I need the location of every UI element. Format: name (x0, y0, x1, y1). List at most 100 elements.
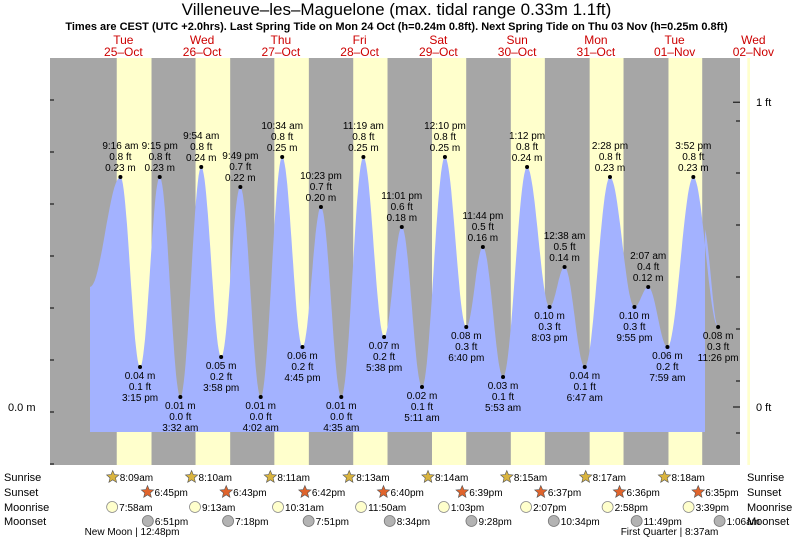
day-weekday-label: Fri (353, 33, 367, 47)
low-tide-metre-label: 0.10 m (619, 311, 650, 322)
moonset-disc-icon (630, 515, 643, 527)
high-tide-point (118, 175, 123, 179)
day-date-label: 01–Nov (654, 45, 695, 59)
moonset-disc-icon (302, 515, 315, 527)
sunset-star-icon (376, 484, 391, 498)
low-tide-metre-label: 0.07 m (369, 341, 400, 352)
moonrise-time-label: 11:50am (368, 503, 406, 514)
daylight-band (747, 58, 750, 465)
day-weekday-label: Wed (190, 33, 214, 47)
high-tide-metre-label: 0.22 m (225, 173, 256, 184)
day-weekday-label: Thu (271, 33, 292, 47)
high-tide-time-label: 9:15 pm (142, 141, 178, 152)
low-tide-time-label: 3:58 pm (203, 383, 239, 394)
moonrise-disc-icon (272, 501, 284, 513)
low-tide-metre-label: 0.08 m (703, 331, 734, 342)
high-tide-time-label: 11:01 pm (381, 191, 422, 202)
sunrise-time-label: 8:14am (435, 473, 468, 484)
day-date-label: 27–Oct (262, 45, 301, 59)
high-tide-feet-label: 0.8 ft (434, 132, 456, 143)
high-tide-feet-label: 0.8 ft (599, 152, 621, 163)
low-tide-time-label: 6:47 am (567, 393, 603, 404)
low-tide-time-label: 11:26 pm (698, 353, 739, 364)
high-tide-time-label: 9:54 am (183, 131, 219, 142)
sunrise-time-label: 8:13am (356, 473, 389, 484)
high-tide-feet-label: 0.5 ft (553, 242, 575, 253)
moonrise-time-label: 2:07pm (533, 503, 566, 514)
low-tide-point (419, 385, 424, 389)
left-row-label: Moonset (4, 516, 46, 528)
sunrise-star-icon (184, 469, 199, 483)
low-tide-time-label: 4:45 pm (284, 373, 320, 384)
high-tide-metre-label: 0.23 m (105, 163, 136, 174)
low-tide-feet-label: 0.3 ft (455, 342, 477, 353)
day-weekday-label: Tue (113, 33, 134, 47)
right-row-label: Sunrise (747, 472, 784, 484)
sunset-star-icon (612, 484, 627, 498)
high-tide-point (691, 175, 696, 179)
high-tide-metre-label: 0.23 m (678, 163, 709, 174)
low-tide-point (547, 305, 552, 309)
left-row-label: Sunrise (4, 472, 41, 484)
low-tide-feet-label: 0.3 ft (707, 342, 729, 353)
low-tide-metre-label: 0.03 m (488, 381, 519, 392)
sunrise-star-icon (578, 469, 593, 483)
high-tide-metre-label: 0.25 m (267, 143, 298, 154)
low-tide-time-label: 3:15 pm (122, 393, 158, 404)
day-weekday-label: Tue (665, 33, 686, 47)
low-tide-point (632, 305, 637, 309)
low-tide-point (138, 365, 143, 369)
high-tide-time-label: 12:38 am (544, 231, 586, 242)
sunset-time-label: 6:45pm (155, 488, 188, 499)
low-tide-point (382, 335, 387, 339)
low-tide-metre-label: 0.01 m (326, 401, 357, 412)
low-tide-feet-label: 0.3 ft (623, 322, 645, 333)
low-tide-feet-label: 0.3 ft (538, 322, 560, 333)
sunrise-time-label: 8:11am (277, 473, 310, 484)
high-tide-point (199, 165, 204, 169)
moonset-disc-icon (547, 515, 560, 527)
left-row-label: Moonrise (4, 502, 49, 514)
moonset-time-label: 6:51pm (155, 517, 188, 528)
low-tide-time-label: 3:32 am (162, 423, 198, 434)
moonrise-time-label: 3:39pm (696, 503, 729, 514)
low-tide-feet-label: 0.2 ft (291, 362, 313, 373)
high-tide-feet-label: 0.8 ft (109, 152, 131, 163)
sunset-star-icon (219, 484, 234, 498)
sunrise-star-icon (105, 469, 120, 483)
low-tide-feet-label: 0.0 ft (169, 412, 191, 423)
high-tide-time-label: 9:16 am (102, 141, 138, 152)
high-tide-point (480, 245, 485, 249)
high-tide-point (361, 155, 366, 159)
high-tide-metre-label: 0.24 m (512, 153, 543, 164)
moonrise-time-label: 9:13am (202, 503, 235, 514)
high-tide-time-label: 1:12 pm (509, 131, 545, 142)
high-tide-metre-label: 0.24 m (186, 153, 217, 164)
sunset-time-label: 6:37pm (548, 488, 581, 499)
low-tide-metre-label: 0.01 m (165, 401, 196, 412)
low-tide-metre-label: 0.06 m (287, 351, 318, 362)
day-date-label: 26–Oct (183, 45, 222, 59)
sunset-star-icon (691, 484, 706, 498)
sunset-star-icon (140, 484, 155, 498)
moonrise-time-label: 7:58am (119, 503, 152, 514)
high-tide-point (607, 175, 612, 179)
low-tide-point (501, 375, 506, 379)
low-tide-metre-label: 0.01 m (245, 401, 276, 412)
low-tide-feet-label: 0.0 ft (250, 412, 272, 423)
moonrise-disc-icon (189, 501, 201, 513)
sunrise-time-label: 8:09am (120, 473, 153, 484)
moonrise-time-label: 1:03pm (451, 503, 484, 514)
low-tide-point (178, 395, 183, 399)
high-tide-time-label: 10:34 am (261, 121, 303, 132)
high-tide-metre-label: 0.12 m (633, 273, 664, 284)
low-tide-time-label: 4:35 am (323, 423, 359, 434)
moon-phase-label: First Quarter | 8:37am (621, 527, 719, 538)
day-date-label: 25–Oct (104, 45, 143, 59)
low-tide-time-label: 5:11 am (404, 413, 439, 424)
low-tide-metre-label: 0.06 m (652, 351, 683, 362)
low-tide-point (300, 345, 305, 349)
moonset-time-label: 9:28pm (478, 517, 511, 528)
low-tide-feet-label: 0.1 ft (129, 382, 151, 393)
